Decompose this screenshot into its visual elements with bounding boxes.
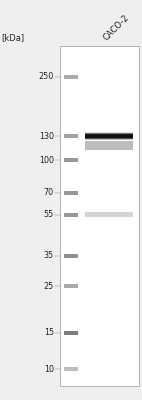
Text: [kDa]: [kDa] (1, 33, 25, 42)
Bar (85, 135, 133, 136)
Bar (85, 138, 133, 139)
Bar (85, 134, 133, 135)
Text: CACO-2: CACO-2 (102, 13, 131, 42)
Bar (85, 139, 133, 140)
Bar (85, 139, 133, 140)
Bar (64, 75, 78, 79)
Bar (85, 138, 133, 139)
Text: 130: 130 (39, 132, 54, 141)
Bar (85, 134, 133, 135)
Text: 25: 25 (44, 282, 54, 291)
Bar (60, 46, 139, 386)
Bar (64, 284, 78, 288)
Bar (85, 132, 133, 133)
Bar (85, 136, 133, 137)
Bar (64, 330, 78, 334)
Text: 250: 250 (39, 72, 54, 82)
Bar (85, 141, 133, 150)
Bar (85, 139, 133, 140)
Bar (85, 135, 133, 136)
Bar (64, 254, 78, 258)
Bar (64, 158, 78, 162)
Bar (85, 133, 133, 134)
Bar (85, 134, 133, 135)
Text: 70: 70 (44, 188, 54, 197)
Bar (85, 137, 133, 138)
Bar (64, 134, 78, 138)
Bar (85, 133, 133, 134)
Bar (64, 367, 78, 371)
Bar (64, 212, 78, 216)
Bar (85, 212, 133, 217)
Bar (85, 136, 133, 137)
Bar (85, 137, 133, 138)
Text: 10: 10 (44, 365, 54, 374)
Bar (85, 135, 133, 136)
Text: 35: 35 (44, 251, 54, 260)
Bar (64, 191, 78, 195)
Text: 15: 15 (44, 328, 54, 337)
Text: 55: 55 (44, 210, 54, 219)
Bar (85, 136, 133, 137)
Bar (85, 133, 133, 134)
Bar (85, 134, 133, 138)
Text: 100: 100 (39, 156, 54, 165)
